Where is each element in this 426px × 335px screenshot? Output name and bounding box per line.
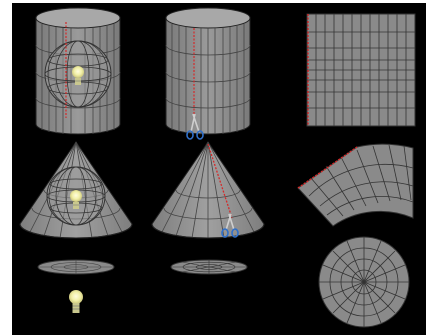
cylinder-with-globe-panel [35, 7, 121, 135]
lightbulb-icon [69, 290, 83, 313]
grid-horizontals [307, 31, 415, 109]
unrolled-cone-panel [297, 143, 414, 227]
plane-grid [171, 260, 247, 274]
plane-tilted-panel [170, 259, 248, 275]
cone-base-rim [19, 223, 133, 239]
plane-source-panel [37, 259, 115, 313]
fan-rays [310, 144, 412, 217]
cone-meridians [161, 141, 255, 239]
cylinder-cut-panel [165, 7, 251, 140]
globe-graticule [44, 40, 112, 108]
cone-base-rim [151, 223, 265, 239]
cut-edge [297, 146, 358, 189]
cut-line [207, 143, 233, 219]
unrolled-cylinder-panel [306, 13, 416, 127]
cone-parallels [163, 189, 253, 220]
azimuthal-disc-panel [318, 236, 410, 328]
cone-cut-panel [151, 141, 265, 239]
plane-grid [38, 260, 114, 274]
lightbulb-icon [70, 190, 82, 209]
cylinder-top [35, 7, 121, 29]
cone-with-globe-panel [19, 141, 133, 239]
cylinder-parallels [165, 44, 251, 109]
scissors-icon [221, 213, 239, 238]
lightbulb-icon [72, 66, 84, 85]
scissors-icon [186, 113, 204, 140]
cylinder-top [165, 7, 251, 29]
disc-rays [319, 237, 409, 327]
